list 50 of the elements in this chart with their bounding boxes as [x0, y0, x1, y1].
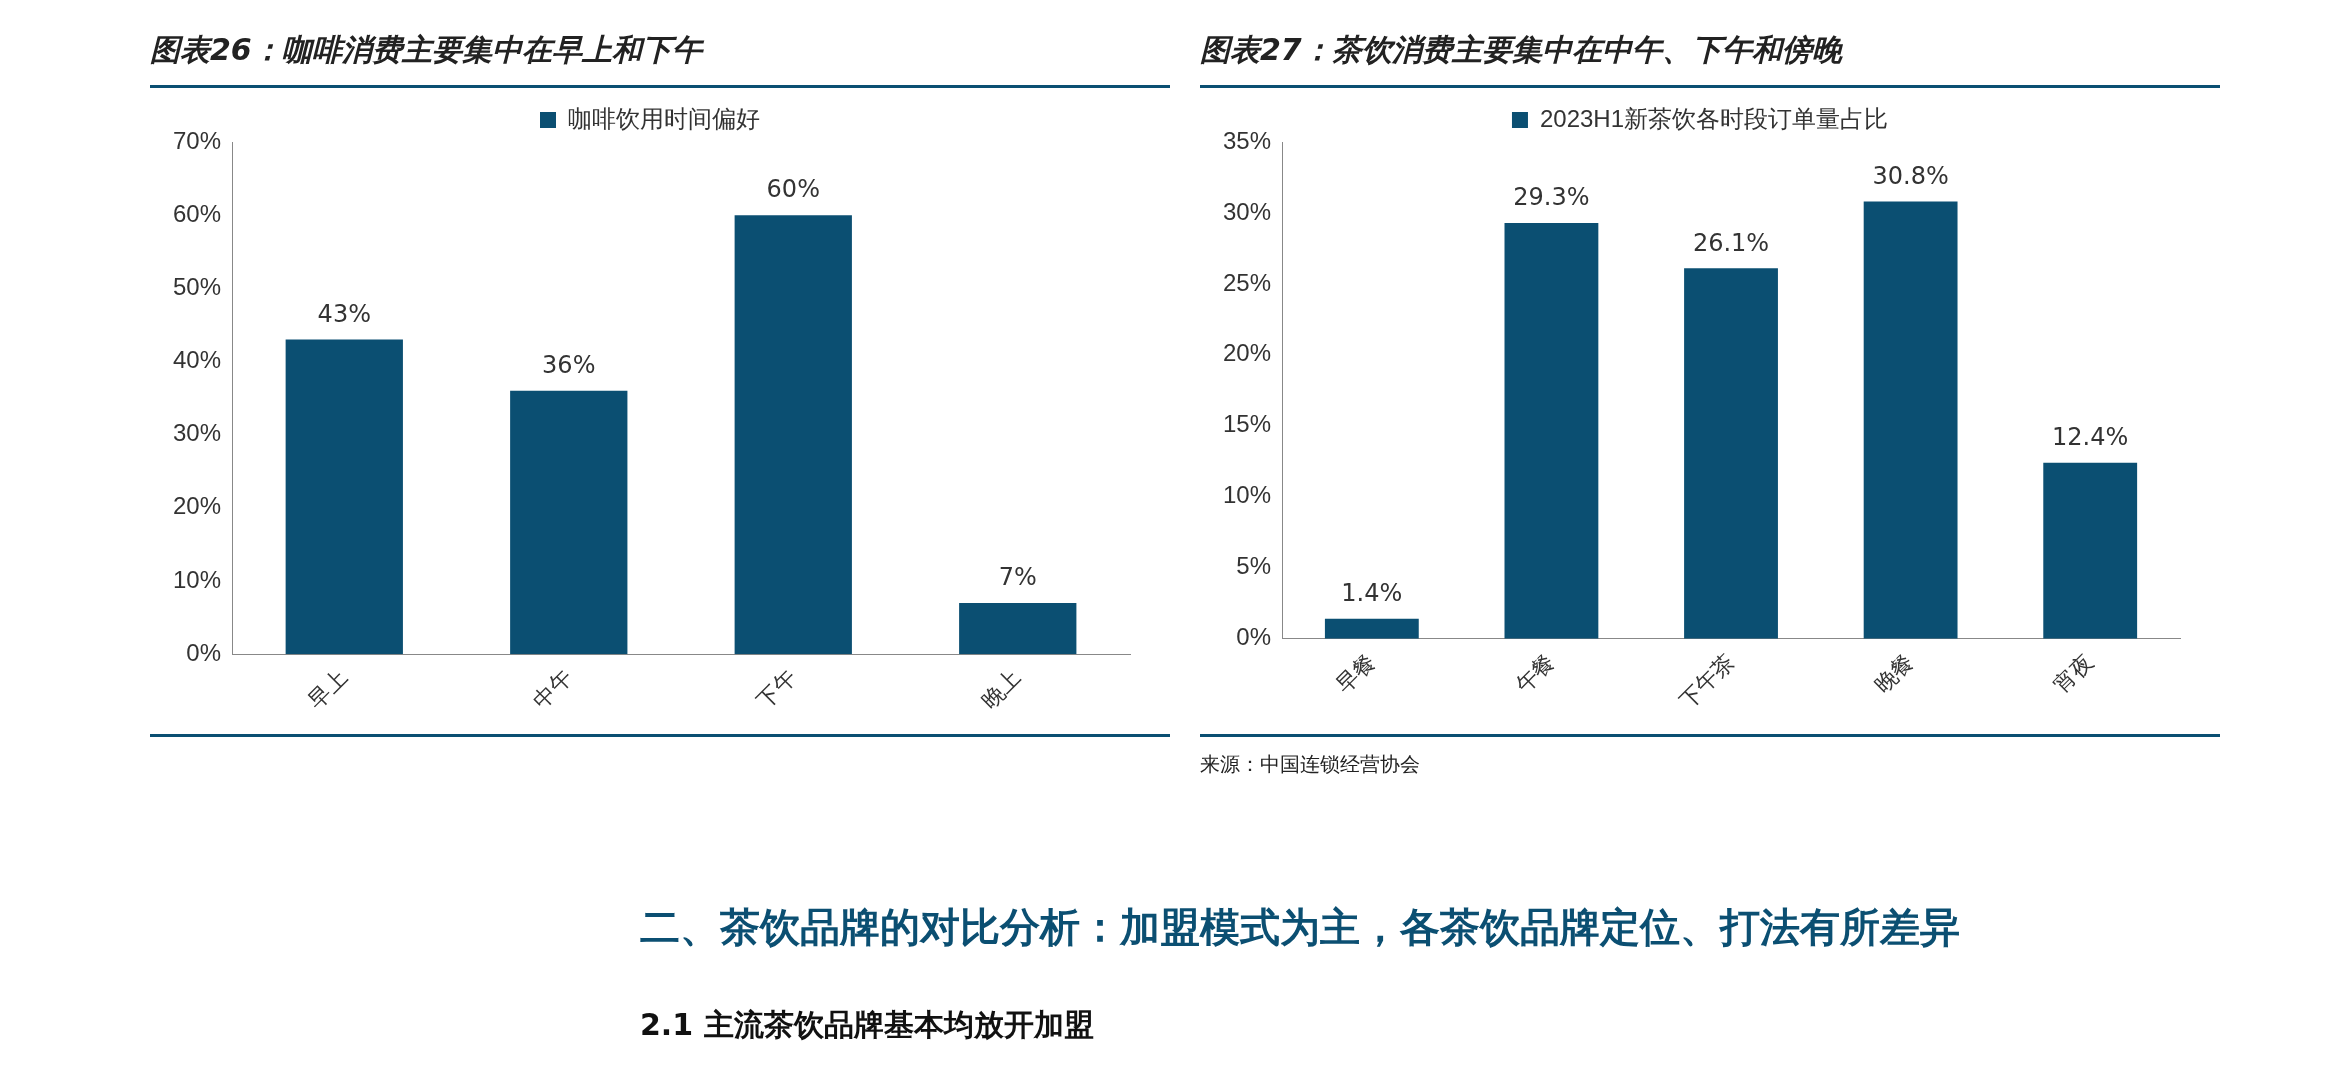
- y-tick-label: 40%: [172, 346, 222, 374]
- y-tick-label: 50%: [172, 272, 222, 300]
- y-tick-label: 10%: [172, 565, 222, 593]
- bar: [1324, 618, 1419, 639]
- y-tick-label: 0%: [1236, 623, 1272, 651]
- x-tick-label: 晚餐: [1869, 649, 1919, 698]
- legend-label: 2023H1新茶饮各时段订单量占比: [1539, 104, 1889, 132]
- source-note: 来源：中国连锁经营协会: [1200, 734, 2220, 781]
- bar: [1504, 222, 1599, 639]
- y-tick-label: 20%: [1222, 339, 1272, 367]
- legend-label: 咖啡饮用时间偏好: [568, 104, 760, 132]
- x-tick-label: 下午茶: [1674, 649, 1739, 714]
- data-label: 30.8%: [1872, 161, 1949, 190]
- y-tick-label: 15%: [1222, 410, 1272, 438]
- y-tick-label: 30%: [172, 419, 222, 447]
- x-tick-label: 早上: [303, 664, 353, 714]
- y-tick-label: 20%: [172, 492, 222, 520]
- y-tick-label: 0%: [186, 638, 222, 666]
- bar: [959, 603, 1077, 655]
- x-tick-label: 中午: [527, 664, 577, 714]
- data-label: 43%: [317, 299, 371, 328]
- y-tick-label: 60%: [172, 199, 222, 227]
- data-label: 29.3%: [1513, 183, 1590, 212]
- bar: [510, 390, 628, 655]
- y-tick-label: 30%: [1222, 197, 1272, 225]
- x-tick-label: 宵夜: [2049, 649, 2099, 698]
- data-label: 12.4%: [2052, 422, 2129, 451]
- y-tick-label: 5%: [1236, 552, 1272, 580]
- y-tick-label: 35%: [1222, 126, 1272, 154]
- x-tick-label: 下午: [752, 664, 802, 714]
- text: 二、茶饮品牌的对比分析：加盟模式为主，各茶饮品牌定位、打法有所差异: [640, 903, 1961, 952]
- bar: [285, 339, 403, 655]
- y-tick-label: 10%: [1222, 481, 1272, 509]
- x-tick-label: 午餐: [1510, 649, 1560, 698]
- data-label: 7%: [998, 563, 1037, 592]
- data-label: 26.1%: [1692, 228, 1770, 257]
- y-tick-label: 70%: [172, 126, 222, 154]
- data-label: 36%: [542, 351, 596, 380]
- data-label: 1.4%: [1341, 579, 1403, 608]
- x-tick-label: 早餐: [1330, 649, 1380, 698]
- chart-title: 图表27：茶饮消费主要集中在中午、下午和傍晚: [1200, 30, 2220, 88]
- text: 2.1 主流茶饮品牌基本均放开加盟: [640, 1006, 1095, 1044]
- chart-title: 图表26：咖啡消费主要集中在早上和下午: [150, 30, 1170, 88]
- data-label: 60%: [766, 175, 820, 204]
- bar: [1684, 268, 1778, 639]
- x-tick-label: 晚上: [976, 664, 1026, 714]
- bar: [734, 215, 852, 655]
- y-tick-label: 25%: [1222, 268, 1272, 296]
- bar: [1863, 201, 1958, 639]
- bar: [2043, 462, 2138, 639]
